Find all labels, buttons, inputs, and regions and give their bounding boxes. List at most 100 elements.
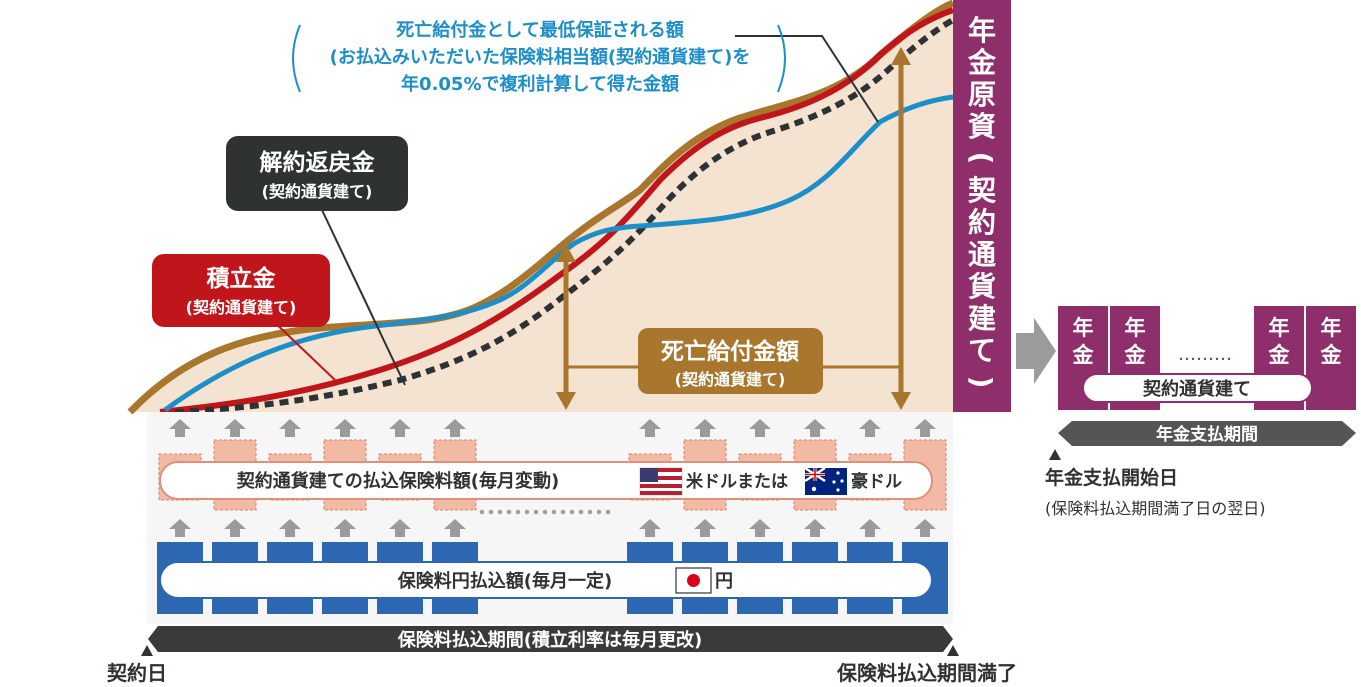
premium-yen-bar (159, 561, 933, 599)
premium-aud-label: 豪ドル (851, 471, 902, 492)
death-min-line2: (お払込みいただいた保険料相当額(契約通貨建て)を (330, 46, 751, 68)
up-arrow-icon (169, 419, 191, 437)
premium-dot (551, 509, 557, 515)
up-arrow-icon (279, 419, 301, 437)
flag-japan-icon (675, 567, 712, 594)
death-benefit-sub: (契約通貨建て) (675, 370, 786, 389)
annuity-fund-char: 約 (968, 206, 996, 239)
up-arrow-icon (639, 419, 661, 437)
premium-dot (560, 509, 566, 515)
up-arrow-icon (444, 419, 466, 437)
annuity-currency-bar (1082, 373, 1313, 403)
payment-period-label: 保険料払込期間(積立利率は毎月更改) (397, 629, 702, 651)
annuity-dots: ……… (1178, 344, 1232, 365)
annuity-fund-char: 資 (968, 110, 996, 143)
premium-yen-unit: 円 (715, 571, 733, 592)
contract-date-label: 契約日 (106, 661, 167, 685)
premium-contract-bar (159, 461, 933, 500)
reserve-box (152, 254, 330, 327)
up-arrow-icon (859, 519, 881, 537)
death-benefit-box (638, 328, 823, 394)
premium-dot (542, 509, 548, 515)
annuity-currency-label: 契約通貨建て (1142, 378, 1251, 400)
annuity-fund-char: ( (965, 152, 998, 165)
up-arrow-icon (694, 419, 716, 437)
up-arrow-icon (334, 519, 356, 537)
annuity-fund-char: 年 (968, 14, 996, 47)
annuity-fund-char: 貨 (968, 270, 996, 303)
premium-dot (506, 509, 512, 515)
annuity-block: 年金 (1306, 306, 1356, 410)
premium-dots (479, 509, 611, 515)
annuity-block-char: 年 (1321, 316, 1342, 340)
annuity-fund-char: 建 (968, 302, 996, 335)
up-arrow-icon (224, 519, 246, 537)
annuity-fund-char: 契 (968, 174, 997, 207)
payment-end-marker (947, 645, 959, 656)
premium-dot (605, 509, 611, 515)
up-arrow-icon (914, 519, 936, 537)
reserve-title: 積立金 (207, 265, 277, 292)
annuity-block-char: 金 (1072, 343, 1095, 367)
death-min-bracket-left (292, 24, 301, 93)
annuity-fund-char: 原 (968, 78, 996, 111)
premium-dot (479, 509, 485, 515)
up-arrow-icon (749, 519, 771, 537)
up-arrow-icon (334, 419, 356, 437)
flag-usa-icon (639, 467, 683, 496)
death-min-line1: 死亡給付金として最低保証される額 (396, 19, 683, 41)
annuity-fund-column (953, 0, 1011, 412)
triangle-marker-icon (1049, 449, 1061, 460)
reserve-sub: (契約通貨建て) (186, 298, 297, 317)
up-arrow-icon (224, 419, 246, 437)
surrender-sub: (契約通貨建て) (262, 182, 373, 201)
annuity-block-char: 金 (1124, 343, 1147, 367)
accumulation-chart: 死亡給付金額 (契約通貨建て) 積立金 (契約通貨建て) 解約返戻金 (契約通貨… (127, 0, 955, 415)
up-arrow-icon (749, 419, 771, 437)
contract-date-marker (141, 645, 153, 656)
annuity-block-char: 年 (1073, 316, 1094, 340)
annuity-fund-char: 通 (968, 238, 996, 271)
death-benefit-title: 死亡給付金額 (661, 338, 799, 365)
up-arrow-icon (859, 419, 881, 437)
premium-dot (515, 509, 521, 515)
reserve-curve (159, 7, 954, 415)
premium-dot (533, 509, 539, 515)
premium-dot (488, 509, 494, 515)
death-min-curve (163, 94, 954, 413)
premium-usd-label: 米ドルまたは (686, 471, 788, 492)
death-min-leader (735, 35, 879, 123)
surrender-leader (321, 209, 406, 386)
up-arrow-icon (279, 519, 301, 537)
annuity-fund-char: 金 (967, 46, 997, 79)
premium-yen-label: 保険料円払込額(毎月一定) (397, 570, 612, 592)
up-arrow-icon (804, 519, 826, 537)
up-arrow-icon (694, 519, 716, 537)
annuity-block-char: 年 (1125, 316, 1146, 340)
premium-dot (569, 509, 575, 515)
annuity-period-label: 年金支払期間 (1156, 424, 1258, 445)
death-benefit-arrow-right (891, 47, 911, 410)
death-min-bracket-right (777, 24, 786, 93)
reserve-leader (269, 317, 336, 381)
payment-end-label: 保険料払込期間満了 (836, 661, 1017, 685)
up-arrow-icon (444, 519, 466, 537)
up-arrow-icon (169, 519, 191, 537)
surrender-box (226, 136, 408, 211)
surrender-title: 解約返戻金 (260, 149, 376, 176)
flag-australia-icon (804, 466, 847, 495)
up-arrow-icon (639, 519, 661, 537)
right-arrow-icon (1016, 318, 1056, 384)
premium-dot (587, 509, 593, 515)
payment-period-bar (148, 626, 953, 652)
premium-section: 契約通貨建ての払込保険料額(毎月変動) 米ドルまたは 豪ドル保険料円払込額(毎月… (147, 412, 953, 624)
premium-dot (497, 509, 503, 515)
annuity-fund-char: ) (965, 376, 998, 389)
up-arrow-icon (914, 419, 936, 437)
up-arrow-icon (389, 419, 411, 437)
up-arrow-icon (389, 519, 411, 537)
annuity-block-char: 金 (1268, 343, 1291, 367)
